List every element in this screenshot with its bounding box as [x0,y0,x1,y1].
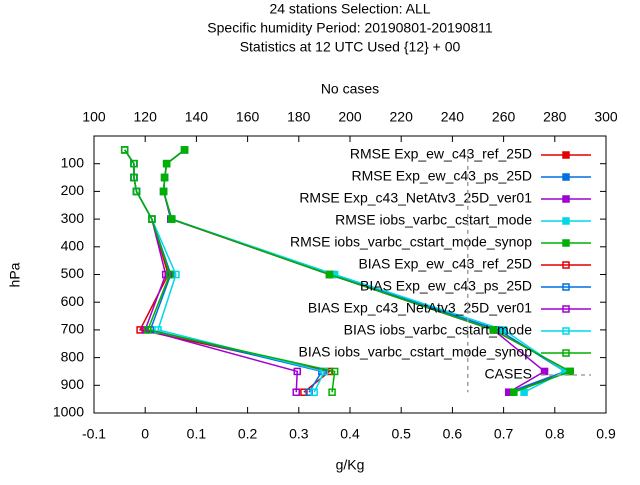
x-tick-label: 0.1 [187,426,207,442]
marker [168,215,176,223]
title-line: Statistics at 12 UTC Used {12} + 00 [240,39,461,55]
x-tick-label: 0.8 [545,426,565,442]
legend-marker [562,151,570,159]
marker [161,270,170,279]
x2-tick-label: 280 [543,109,567,125]
legend-label: RMSE iobs_varbc_cstart_mode_synop [290,234,532,250]
x2-axis-label: No cases [321,81,379,97]
marker [310,388,318,396]
legend-label: RMSE iobs_varbc_cstart_mode [335,212,532,228]
x-axis-label: g/Kg [336,457,365,473]
x2-tick-label: 100 [82,109,106,125]
marker [330,367,339,376]
marker [159,187,168,196]
x-tick-label: 0.5 [391,426,411,442]
legend-marker [562,349,570,357]
legend-label: RMSE Exp_c43_NetAtv3_25D_ver01 [299,190,532,206]
x2-tick-label: 120 [134,109,158,125]
y-tick-label: 600 [61,293,85,309]
y-tick-label: 100 [61,154,85,170]
marker [148,215,156,223]
legend-label: BIAS iobs_varbc_cstart_mode [344,322,533,338]
y-tick-label: 200 [61,182,85,198]
y-axis-label: hPa [7,262,23,287]
legend-marker [562,195,570,203]
x-tick-label: 0.6 [443,426,463,442]
x2-tick-label: 160 [236,109,260,125]
y-tick-label: 500 [61,265,85,281]
marker [510,388,518,396]
x2-tick-label: 180 [287,109,311,125]
series-line [124,149,299,393]
marker [305,388,313,396]
marker [120,146,129,154]
marker [132,187,141,196]
x2-tick-label: 260 [492,109,516,125]
series-line [124,149,324,393]
legend-marker [562,217,570,225]
marker [130,159,138,168]
legend-label: RMSE Exp_ew_c43_ps_25D [351,168,532,184]
legend-label: BIAS Exp_ew_c43_ps_25D [360,278,532,294]
marker [136,326,144,334]
y-tick-label: 800 [61,348,85,364]
x2-tick-label: 140 [185,109,209,125]
x-tick-label: 0.4 [340,426,360,442]
legend-label: BIAS Exp_c43_NetAtv3_25D_ver01 [308,300,532,316]
series-line [124,149,336,393]
marker [293,367,302,376]
x-tick-label: 0.3 [289,426,309,442]
x-tick-label: 0.9 [596,426,616,442]
legend-label: BIAS Exp_ew_c43_ref_25D [358,256,532,272]
title-line: 24 stations Selection: ALL [269,1,430,17]
marker [566,367,574,376]
x-tick-label: 0.7 [494,426,514,442]
series-line [124,149,326,393]
title-line: Specific humidity Period: 20190801-20190… [207,20,493,36]
y-tick-label: 700 [61,321,85,337]
marker [130,173,138,182]
x2-tick-label: 300 [594,109,618,125]
marker [489,326,498,334]
marker [300,388,308,396]
legend-marker [562,283,570,291]
legend-label: CASES [485,366,532,382]
x-tick-label: 0 [141,426,149,442]
legend-marker [562,173,570,181]
legend-marker [562,239,570,247]
marker [499,326,508,334]
y-tick-label: 400 [61,238,85,254]
marker [166,270,174,279]
marker [520,388,528,396]
y-tick-label: 900 [61,376,85,392]
marker [292,388,300,396]
legend-marker [562,327,570,335]
legend-marker [562,261,570,269]
legend-marker [562,305,570,313]
x2-tick-label: 220 [390,109,414,125]
x-tick-label: 0.2 [238,426,258,442]
marker [325,270,334,279]
legend-label: RMSE Exp_ew_c43_ref_25D [350,146,532,162]
marker [180,146,189,154]
x-tick-label: -0.1 [82,426,106,442]
x2-tick-label: 240 [441,109,465,125]
marker [160,173,169,182]
x2-tick-label: 200 [338,109,362,125]
y-tick-label: 1000 [53,404,84,420]
y-tick-label: 300 [61,210,85,226]
marker [162,159,171,168]
marker [328,388,336,396]
marker [540,367,549,376]
marker [144,326,152,334]
legend-label: BIAS iobs_varbc_cstart_mode_synop [299,344,533,360]
